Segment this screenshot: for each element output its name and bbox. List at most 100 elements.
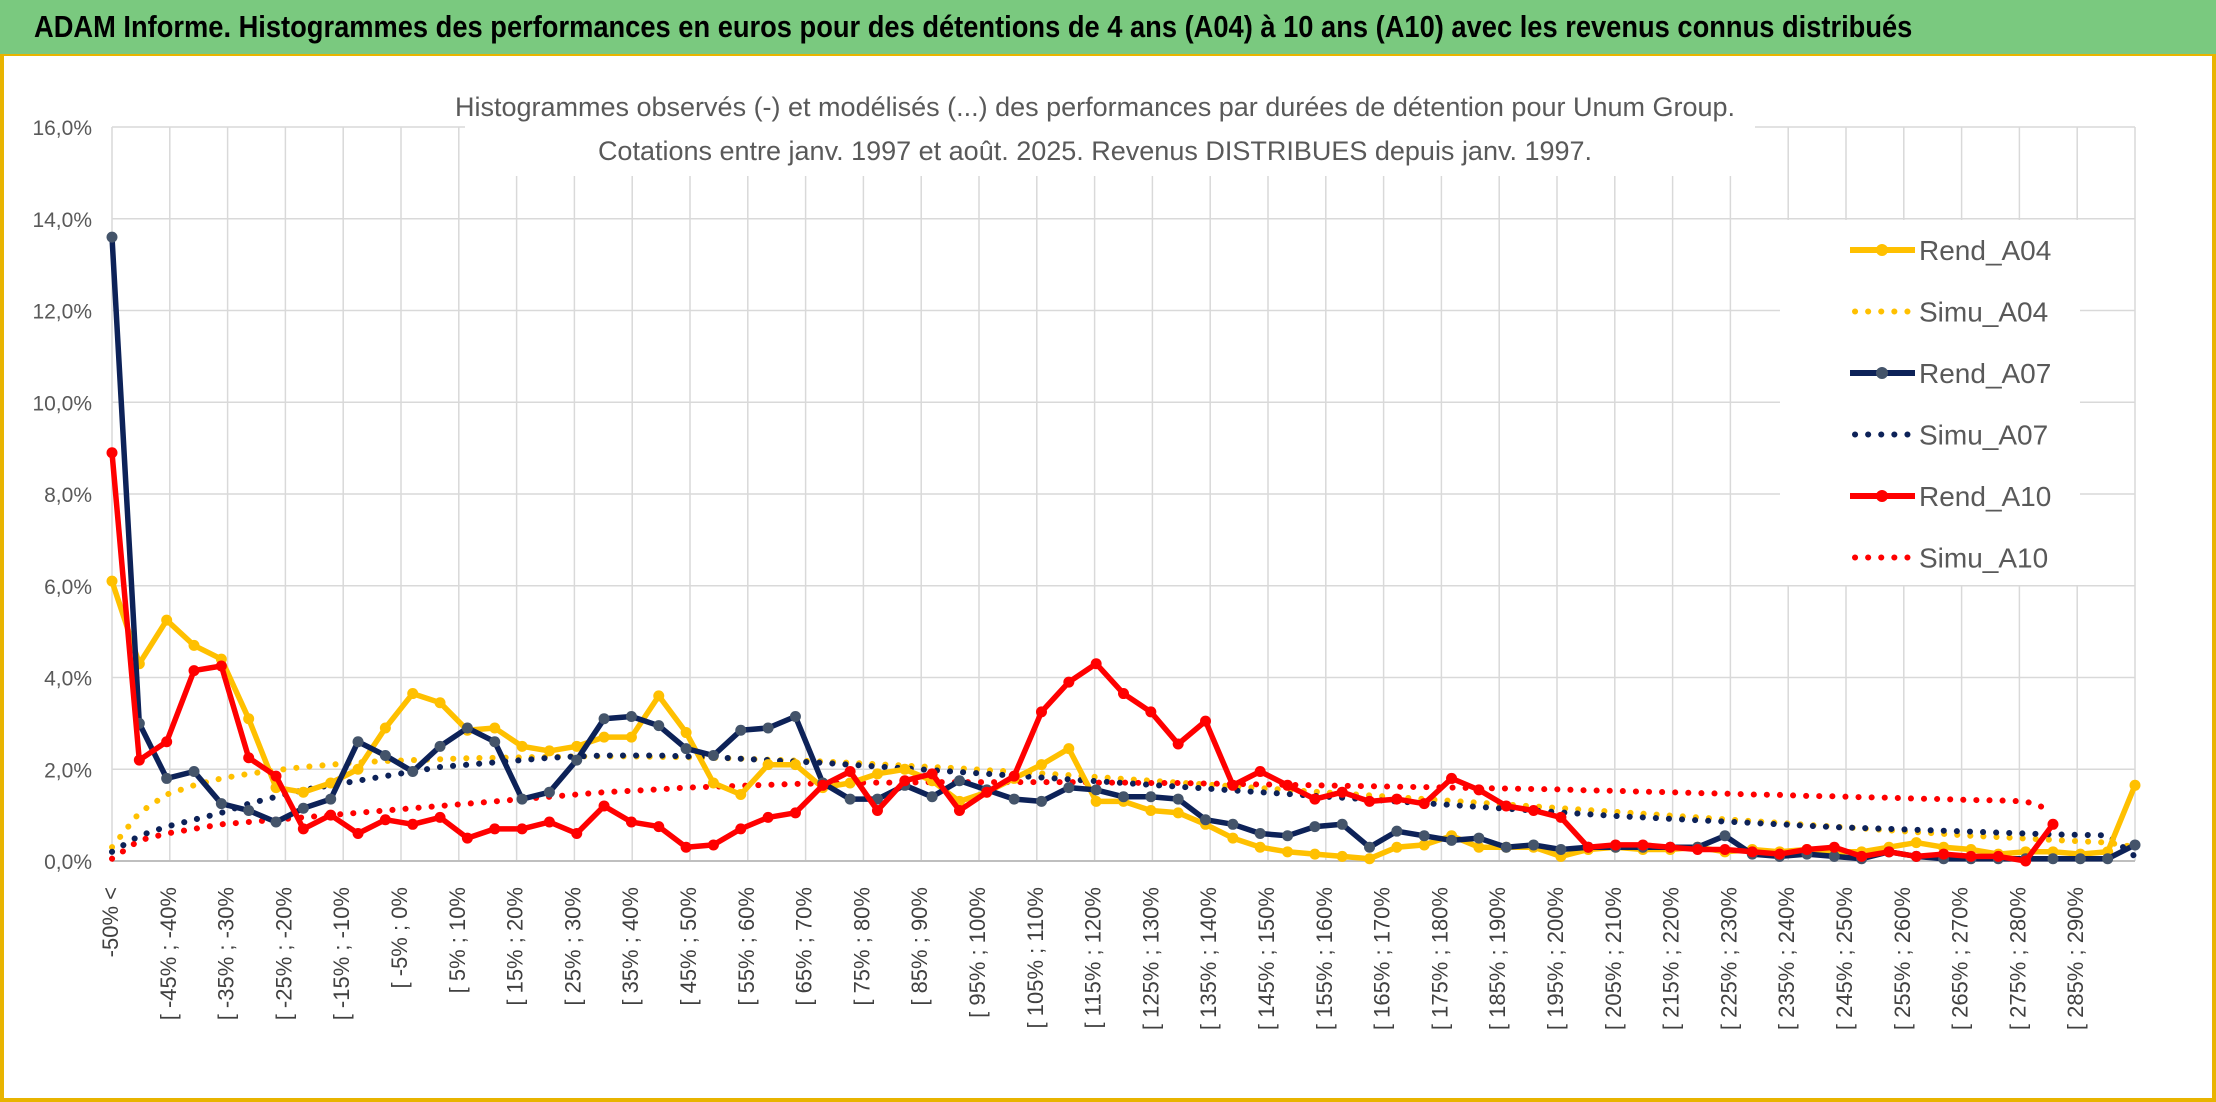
data-point: [106, 447, 118, 459]
x-tick-label: [ 25% ; 30%: [560, 887, 585, 1006]
legend-background: [1780, 220, 2080, 585]
data-point: [489, 823, 501, 835]
data-point: [1528, 839, 1540, 851]
data-point: [926, 768, 938, 780]
data-point: [352, 763, 364, 775]
x-tick-label: [ 15% ; 20%: [503, 887, 528, 1006]
legend-marker: [1876, 244, 1888, 256]
data-point: [571, 740, 583, 752]
x-tick-label: [ 275% ; 280%: [2005, 887, 2030, 1030]
x-tick-label: [ 115% ; 120%: [1081, 887, 1106, 1028]
x-tick-label: [ -25% ; -20%: [271, 887, 296, 1020]
data-point: [325, 793, 337, 805]
data-point: [871, 768, 883, 780]
x-tick-label: [ 185% ; 190%: [1485, 887, 1510, 1030]
series-Simu_A07: [109, 752, 2138, 860]
data-point: [789, 710, 801, 722]
data-point: [1090, 658, 1102, 670]
x-tick-label: [ -15% ; -10%: [329, 887, 354, 1020]
data-point: [899, 775, 911, 787]
data-point: [1008, 793, 1020, 805]
data-point: [762, 722, 774, 734]
data-point: [1801, 844, 1813, 856]
data-point: [571, 754, 583, 766]
data-point: [1254, 827, 1266, 839]
data-point: [1391, 793, 1403, 805]
series-Simu_A10: [109, 779, 2056, 862]
data-point: [598, 713, 610, 725]
data-point: [1637, 839, 1649, 851]
data-point: [707, 749, 719, 761]
data-point: [1828, 841, 1840, 853]
data-point: [2020, 855, 2032, 867]
data-point: [1965, 850, 1977, 862]
data-point: [1035, 759, 1047, 771]
x-tick-label: [ 125% ; 130%: [1138, 887, 1163, 1030]
legend-item: Simu_A10: [1852, 543, 2048, 574]
data-point: [1145, 706, 1157, 718]
data-point: [1473, 841, 1485, 853]
data-point: [981, 786, 993, 798]
data-point: [2047, 818, 2059, 830]
data-point: [1364, 853, 1376, 865]
data-point: [1364, 795, 1376, 807]
data-point: [1145, 791, 1157, 803]
data-point: [1090, 795, 1102, 807]
data-point: [1446, 834, 1458, 846]
data-point: [1063, 743, 1075, 755]
data-point: [516, 793, 528, 805]
data-point: [1774, 848, 1786, 860]
x-axis-tick-labels: -50% < [ -45% ; -40% [ -35% ; -30% [ -25% ;…: [98, 887, 2088, 1030]
x-tick-label: [ 35% ; 40%: [618, 887, 643, 1006]
data-point: [1555, 811, 1567, 823]
data-point: [434, 740, 446, 752]
data-point: [352, 827, 364, 839]
data-point: [680, 841, 692, 853]
legend-item: Simu_A04: [1852, 297, 2048, 328]
x-tick-label: [ 255% ; 260%: [1890, 887, 1915, 1030]
data-point: [379, 749, 391, 761]
x-tick-label: [ 5% ; 10%: [445, 887, 470, 993]
x-tick-label: [ 165% ; 170%: [1370, 887, 1395, 1030]
data-point: [489, 722, 501, 734]
data-point: [1090, 784, 1102, 796]
data-point: [1200, 715, 1212, 727]
data-point: [1227, 818, 1239, 830]
legend-label: Rend_A04: [1919, 235, 2051, 266]
data-point: [1145, 805, 1157, 817]
x-tick-label: [ 195% ; 200%: [1543, 887, 1568, 1030]
data-point: [1828, 850, 1840, 862]
legend-item: Rend_A10: [1850, 481, 2051, 512]
x-tick-label: [ 95% ; 100%: [965, 887, 990, 1018]
data-point: [817, 779, 829, 791]
y-tick-label: 12,0%: [32, 301, 92, 324]
data-point: [106, 575, 118, 587]
data-point: [1364, 841, 1376, 853]
data-point: [735, 823, 747, 835]
chart-frame: [0, 56, 2216, 1102]
data-point: [1254, 841, 1266, 853]
data-point: [2047, 853, 2059, 865]
data-point: [1528, 805, 1540, 817]
x-tick-label: -50% <: [98, 887, 123, 957]
data-point: [215, 798, 227, 810]
x-tick-label: [ 135% ; 140%: [1196, 887, 1221, 1030]
data-point: [1172, 793, 1184, 805]
x-tick-label: [ 235% ; 240%: [1774, 887, 1799, 1030]
data-point: [1336, 850, 1348, 862]
legend-marker: [1876, 367, 1888, 379]
series-line: [109, 752, 2138, 860]
data-point: [1446, 772, 1458, 784]
x-tick-label: [ -35% ; -30%: [214, 887, 239, 1020]
data-point: [871, 805, 883, 817]
data-point: [270, 770, 282, 782]
data-point: [598, 800, 610, 812]
y-tick-label: 2,0%: [44, 759, 92, 782]
y-tick-label: 6,0%: [44, 576, 92, 599]
data-point: [379, 814, 391, 826]
chart-legend: Rend_A04 Simu_A04 Rend_A07 Simu_A07 Rend_A10…: [1850, 235, 2051, 574]
data-point: [188, 665, 200, 677]
data-point: [844, 766, 856, 778]
data-point: [270, 816, 282, 828]
